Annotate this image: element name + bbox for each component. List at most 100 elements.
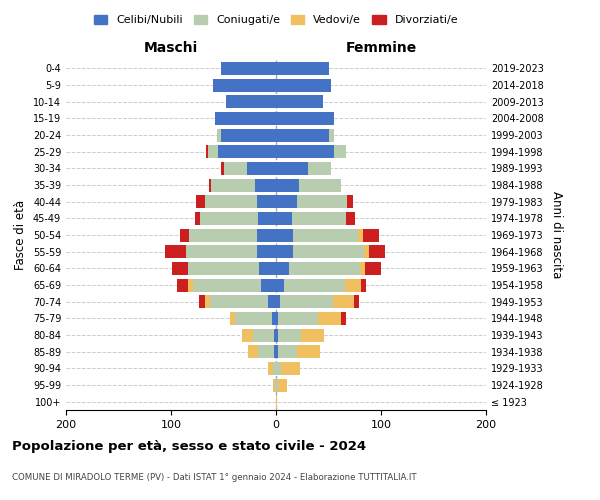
Bar — [370, 245, 385, 258]
Bar — [292, 212, 346, 225]
Bar — [274, 328, 276, 342]
Bar — [221, 128, 276, 141]
Bar — [223, 162, 247, 175]
Bar — [329, 128, 334, 141]
Bar — [186, 245, 257, 258]
Bar — [188, 278, 193, 291]
Bar — [211, 178, 255, 192]
Bar — [363, 228, 379, 241]
Bar — [230, 312, 235, 325]
Bar — [258, 345, 274, 358]
Bar — [358, 228, 363, 241]
Bar — [199, 295, 205, 308]
Bar — [272, 312, 276, 325]
Bar — [276, 245, 293, 258]
Bar — [213, 78, 276, 92]
Bar — [215, 112, 276, 125]
Bar — [178, 278, 188, 291]
Bar — [193, 278, 262, 291]
Bar — [210, 295, 268, 308]
Text: Popolazione per età, sesso e stato civile - 2024: Popolazione per età, sesso e stato civil… — [12, 440, 366, 453]
Bar — [341, 312, 346, 325]
Y-axis label: Anni di nascita: Anni di nascita — [550, 192, 563, 278]
Bar — [268, 362, 273, 375]
Bar — [299, 178, 341, 192]
Bar — [195, 212, 200, 225]
Bar — [257, 228, 276, 241]
Bar — [276, 395, 277, 408]
Bar — [276, 312, 278, 325]
Bar — [276, 62, 329, 75]
Bar — [276, 278, 284, 291]
Bar — [280, 295, 332, 308]
Bar — [276, 162, 308, 175]
Bar — [276, 362, 281, 375]
Bar — [209, 178, 211, 192]
Bar — [297, 345, 320, 358]
Bar — [276, 295, 280, 308]
Bar — [200, 212, 258, 225]
Text: Femmine: Femmine — [346, 41, 416, 55]
Bar — [218, 145, 276, 158]
Bar — [206, 145, 208, 158]
Bar — [276, 328, 278, 342]
Bar — [276, 195, 297, 208]
Bar — [257, 195, 276, 208]
Bar — [276, 112, 334, 125]
Bar — [346, 212, 355, 225]
Bar — [276, 95, 323, 108]
Bar — [278, 378, 287, 392]
Bar — [289, 262, 360, 275]
Bar — [346, 278, 361, 291]
Bar — [226, 95, 276, 108]
Y-axis label: Fasce di età: Fasce di età — [14, 200, 27, 270]
Bar — [196, 195, 205, 208]
Bar — [276, 228, 293, 241]
Bar — [293, 245, 364, 258]
Bar — [273, 362, 276, 375]
Bar — [205, 295, 210, 308]
Bar — [278, 345, 297, 358]
Bar — [242, 328, 253, 342]
Bar — [276, 78, 331, 92]
Bar — [275, 378, 276, 392]
Bar — [208, 145, 218, 158]
Bar — [253, 328, 274, 342]
Bar — [332, 295, 354, 308]
Bar — [221, 162, 223, 175]
Bar — [360, 262, 365, 275]
Bar — [172, 262, 188, 275]
Bar — [259, 262, 276, 275]
Bar — [217, 128, 221, 141]
Bar — [189, 228, 257, 241]
Bar — [276, 212, 292, 225]
Text: COMUNE DI MIRADOLO TERME (PV) - Dati ISTAT 1° gennaio 2024 - Elaborazione TUTTIT: COMUNE DI MIRADOLO TERME (PV) - Dati IST… — [12, 473, 416, 482]
Bar — [297, 195, 347, 208]
Bar — [258, 212, 276, 225]
Bar — [284, 278, 346, 291]
Bar — [301, 328, 324, 342]
Bar — [164, 245, 186, 258]
Bar — [276, 262, 289, 275]
Bar — [364, 245, 370, 258]
Bar — [257, 245, 276, 258]
Bar — [276, 378, 278, 392]
Bar — [262, 278, 276, 291]
Bar — [181, 228, 189, 241]
Bar — [354, 295, 359, 308]
Bar — [278, 312, 318, 325]
Bar — [188, 262, 259, 275]
Bar — [235, 312, 272, 325]
Bar — [247, 162, 276, 175]
Bar — [281, 362, 300, 375]
Bar — [255, 178, 276, 192]
Bar — [276, 128, 329, 141]
Bar — [205, 195, 257, 208]
Bar — [318, 312, 341, 325]
Bar — [334, 145, 346, 158]
Bar — [221, 62, 276, 75]
Bar — [274, 345, 276, 358]
Legend: Celibi/Nubili, Coniugati/e, Vedovi/e, Divorziati/e: Celibi/Nubili, Coniugati/e, Vedovi/e, Di… — [89, 10, 463, 30]
Bar — [365, 262, 381, 275]
Bar — [273, 378, 275, 392]
